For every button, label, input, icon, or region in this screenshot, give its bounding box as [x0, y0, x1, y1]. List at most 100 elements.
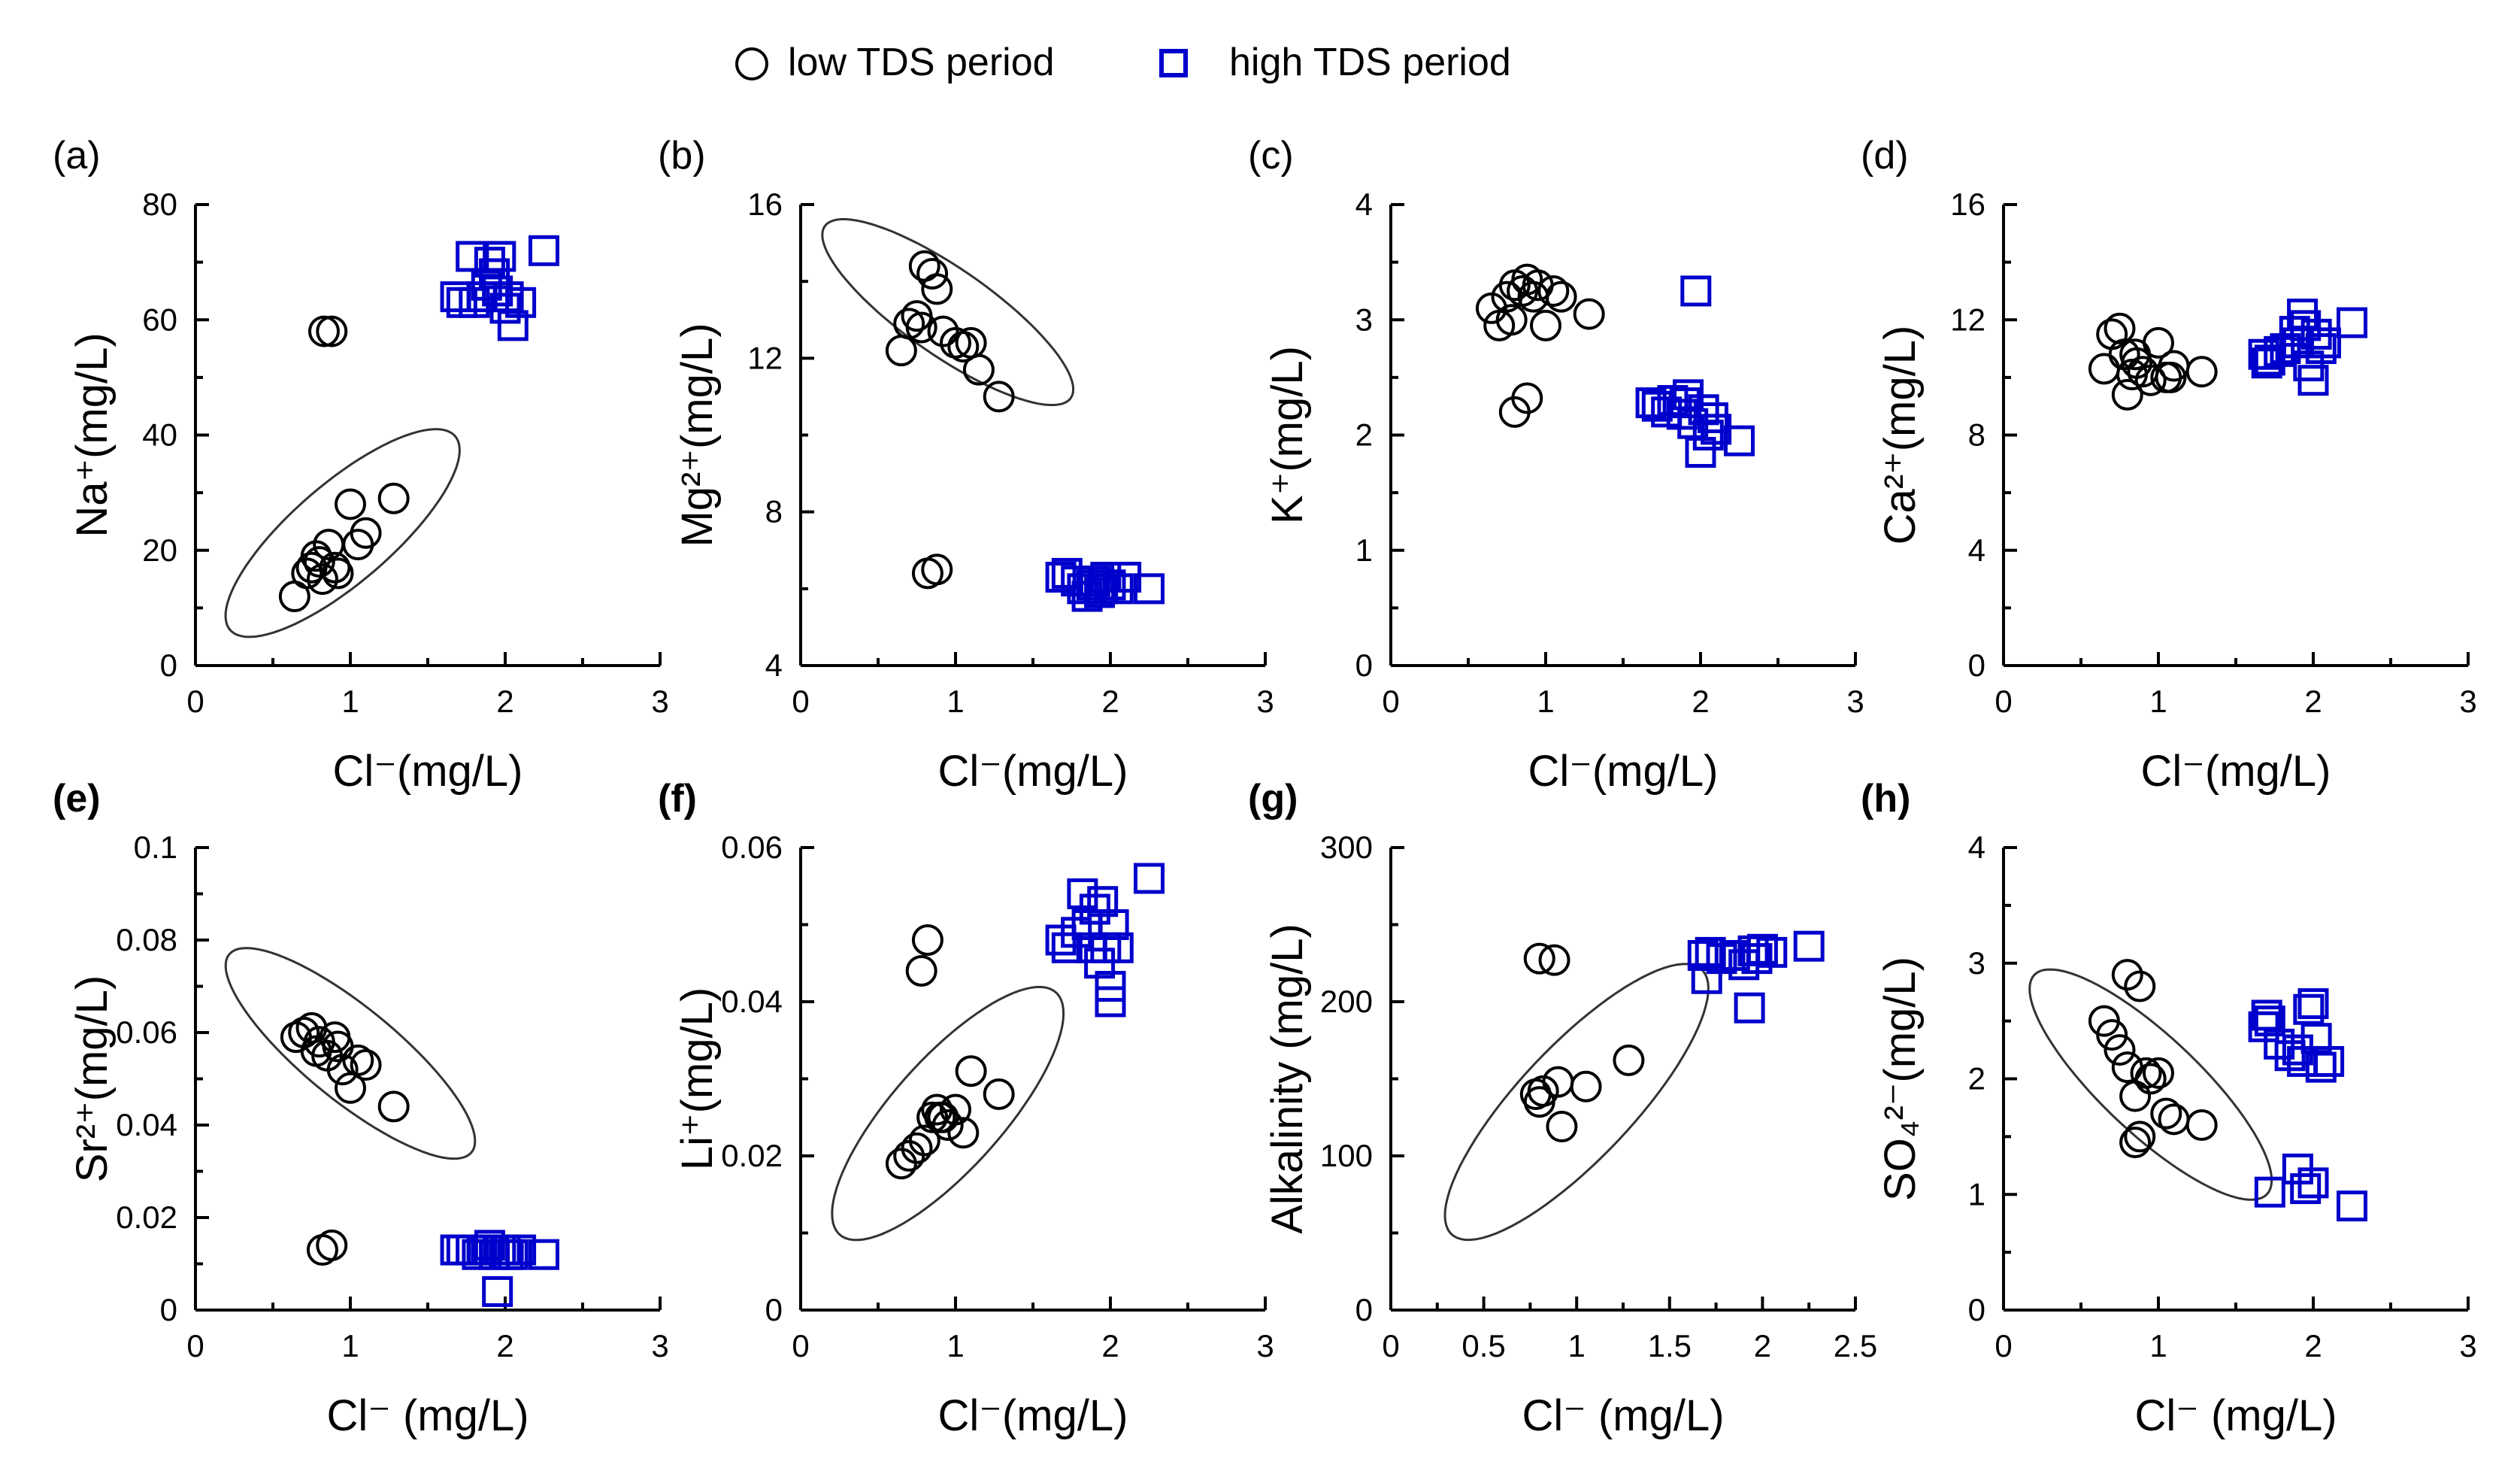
y-tick-label: 3: [1968, 945, 1985, 981]
panel-label: (g): [1248, 777, 1298, 820]
low-tds-point: [2185, 1109, 2218, 1141]
y-tick-label: 0.1: [134, 830, 177, 865]
panel-label: (f): [658, 777, 697, 820]
high-tds-point: [1095, 971, 1126, 1002]
y-axis-label: Na⁺(mg/L): [68, 332, 117, 537]
low-tds-point: [2134, 364, 2167, 396]
legend-high-label: high TDS period: [1229, 41, 1511, 84]
x-tick-label: 1: [1568, 1328, 1586, 1363]
high-tds-point: [2297, 1167, 2329, 1199]
high-tds-point: [459, 287, 490, 318]
y-tick-label: 4: [1355, 187, 1373, 222]
y-tick-label: 16: [1950, 187, 1985, 222]
low-tds-point: [322, 557, 354, 590]
low-tds-point: [927, 315, 959, 347]
x-tick-label: 2: [496, 1328, 513, 1363]
x-tick-label: 0: [1994, 684, 2012, 719]
low-tds-point: [1495, 304, 1528, 336]
low-tds-point: [1537, 274, 1570, 307]
x-tick-label: 3: [2459, 684, 2476, 719]
high-tds-point: [2248, 1011, 2279, 1042]
high-tds-point: [1687, 940, 1719, 971]
low-tds-point: [2185, 356, 2218, 388]
cluster-ellipse: [224, 428, 461, 638]
high-tds-point: [2254, 344, 2285, 376]
x-tick-label: 0: [1382, 1328, 1399, 1363]
low-tds-point: [908, 1124, 940, 1157]
high-tds-point: [2297, 988, 2329, 1020]
low-tds-point: [983, 1078, 1015, 1110]
y-axis-label: Li⁺(mg/L): [673, 987, 722, 1170]
high-tds-point: [1724, 425, 1755, 456]
x-tick-label: 0: [1382, 684, 1399, 719]
x-tick-label: 1: [2149, 684, 2167, 719]
low-tds-point: [2119, 338, 2152, 371]
x-tick-label: 0: [792, 684, 809, 719]
low-tds-point: [350, 1049, 382, 1081]
legend: low TDS period high TDS period: [735, 41, 1511, 84]
y-tick-label: 200: [1320, 984, 1373, 1019]
low-tds-point: [335, 488, 366, 520]
x-tick-label: 1: [341, 1328, 359, 1363]
low-tds-point: [955, 1055, 987, 1087]
low-tds-point: [2104, 1034, 2136, 1066]
legend-low-marker: [735, 47, 768, 80]
low-tds-point: [2155, 361, 2187, 393]
high-tds-point: [2337, 307, 2367, 338]
high-tds-point: [529, 235, 559, 266]
high-tds-point: [2297, 365, 2329, 396]
low-tds-point: [2088, 353, 2120, 385]
x-tick-label: 3: [1846, 684, 1864, 719]
x-tick-label: 3: [1256, 684, 1274, 719]
low-tds-point: [921, 554, 953, 586]
high-tds-point: [482, 1275, 513, 1307]
x-tick-label: 2: [2304, 1328, 2322, 1363]
high-tds-point: [505, 287, 537, 318]
high-tds-point: [1635, 387, 1667, 419]
y-tick-label: 12: [1950, 302, 1985, 337]
high-tds-point: [1102, 932, 1134, 963]
x-tick-label: 3: [1256, 1328, 1274, 1363]
high-tds-point: [1692, 420, 1724, 450]
low-tds-point: [2130, 1057, 2162, 1089]
x-tick-label: 2: [496, 684, 513, 719]
high-tds-point: [2337, 1190, 2367, 1222]
low-tds-point: [316, 315, 348, 347]
cluster-ellipse: [2028, 968, 2273, 1201]
x-tick-label: 3: [2459, 1328, 2476, 1363]
high-tds-point: [1098, 909, 1129, 940]
y-axis-label: Alkalinity (mg/L): [1263, 924, 1312, 1234]
high-tds-point: [1134, 863, 1165, 894]
x-tick-label: 0: [792, 1328, 809, 1363]
low-tds-point: [1511, 382, 1543, 414]
cluster-ellipse: [821, 218, 1075, 406]
x-tick-label: 2: [1101, 684, 1119, 719]
low-tds-point: [2104, 312, 2136, 344]
cluster-ellipse: [1443, 963, 1710, 1242]
y-tick-label: 2: [1355, 417, 1373, 453]
panel-8: 0 1 2 3 0 1 2 3 4 (h) Cl⁻ (mg/L) SO₄²⁻(mg/L): [1861, 777, 2477, 1440]
panel-label: (a): [53, 134, 101, 177]
y-tick-label: 0: [1968, 1292, 1985, 1327]
low-tds-point: [306, 563, 338, 596]
x-axis-label: Cl⁻ (mg/L): [326, 1391, 529, 1440]
y-tick-label: 0: [1355, 1292, 1373, 1327]
panel-label: (b): [658, 134, 706, 177]
low-tds-point: [1546, 1111, 1578, 1143]
x-tick-label: 0: [1994, 1328, 2012, 1363]
high-tds-point: [2290, 310, 2322, 341]
low-tds-point: [1613, 1044, 1645, 1076]
y-tick-label: 0: [1968, 648, 1985, 683]
y-tick-label: 0: [765, 1292, 783, 1327]
low-tds-point: [905, 955, 937, 987]
x-axis-label: Cl⁻(mg/L): [2141, 747, 2331, 796]
low-tds-point: [2124, 1121, 2156, 1153]
low-tds-point: [300, 1035, 332, 1067]
panel-6: 0 1 2 3 0 0.02 0.04 0.06 (f) Cl⁻(mg/L) Li⁺(mg/L): [658, 777, 1274, 1440]
low-tds-point: [2158, 1103, 2190, 1136]
high-tds-point: [1079, 566, 1110, 597]
low-tds-point: [924, 1101, 956, 1133]
